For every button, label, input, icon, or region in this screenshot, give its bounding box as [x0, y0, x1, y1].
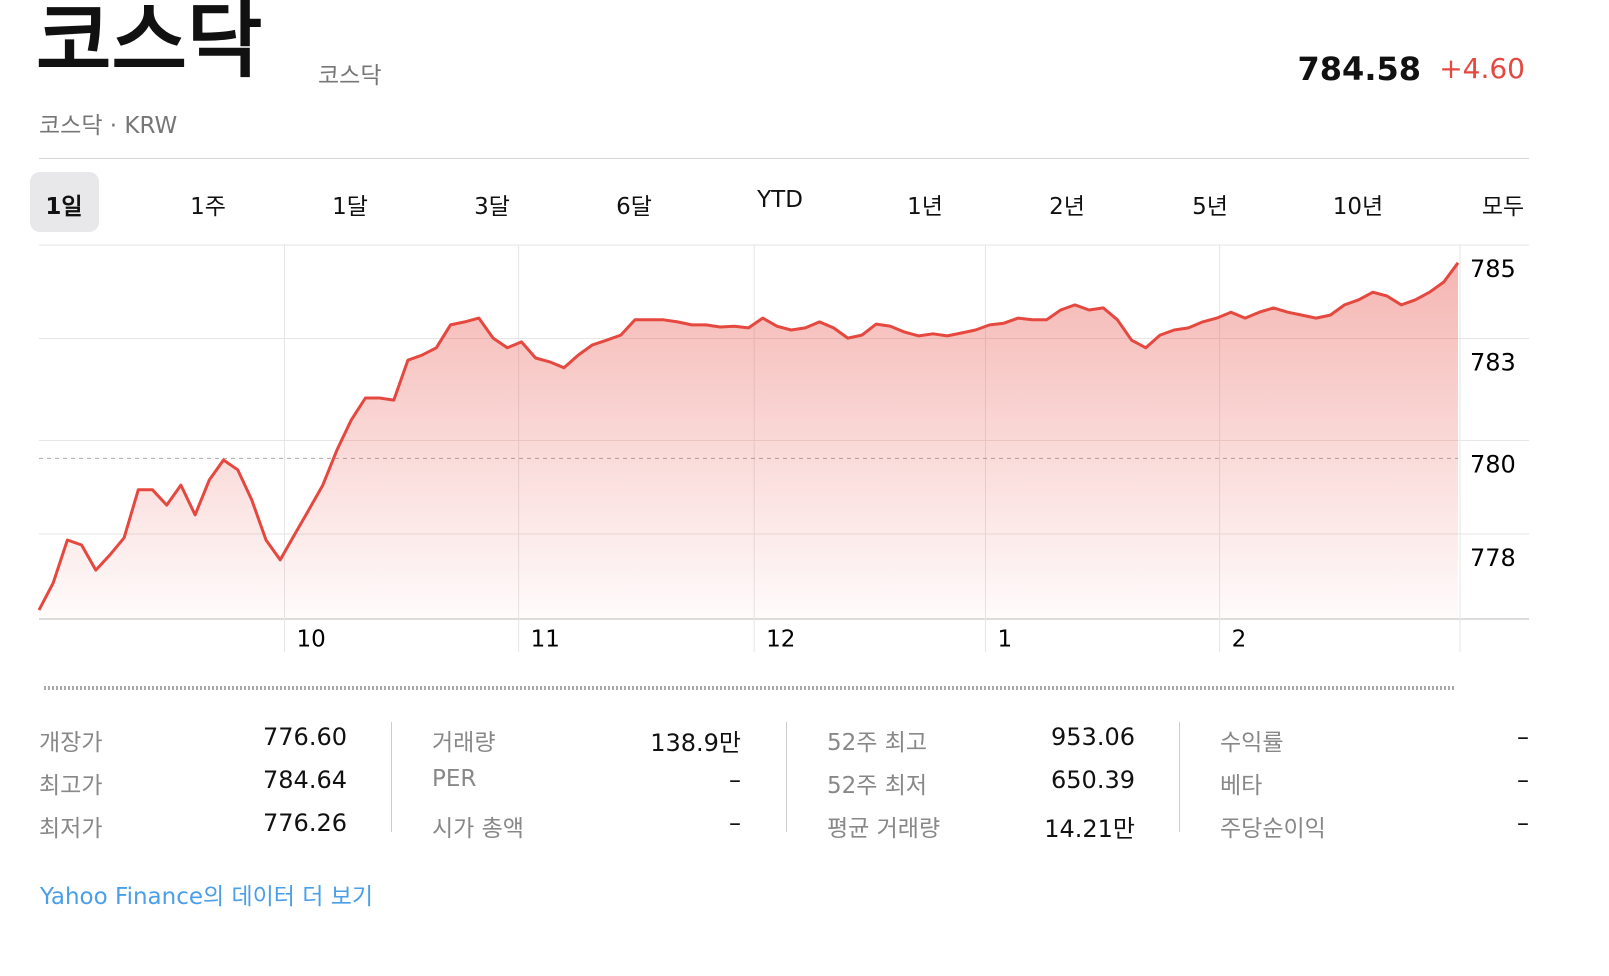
- tab[interactable]: 2년: [1049, 194, 1085, 220]
- stat-value: 138.9만: [650, 729, 741, 757]
- tab-selected-bg: [30, 172, 99, 232]
- divider: [39, 158, 1529, 159]
- tab[interactable]: 3달: [474, 194, 510, 220]
- stat-label: 52주 최저: [827, 773, 928, 799]
- title: 코스닥: [36, 0, 263, 89]
- area-fill: [39, 262, 1458, 619]
- stat-value: 650.39: [1051, 766, 1135, 794]
- stat-value: 14.21만: [1044, 815, 1135, 843]
- stat-value: –: [729, 809, 741, 837]
- tab[interactable]: 1달: [332, 194, 368, 220]
- stat-value: –: [1517, 723, 1529, 751]
- price-line: [37, 261, 1460, 611]
- stat-value: –: [1517, 766, 1529, 794]
- stats-separator: [391, 722, 392, 832]
- stat-value: –: [1517, 809, 1529, 837]
- stat-value: 776.26: [263, 809, 347, 837]
- tab[interactable]: 1주: [190, 194, 226, 220]
- stat-value: 776.60: [263, 723, 347, 751]
- stats-separator: [786, 722, 787, 832]
- exchange: 코스닥: [318, 63, 382, 89]
- meta: 코스닥 · KRW: [39, 113, 178, 139]
- x-tick-label: 1: [997, 627, 1012, 653]
- x-tick-label: 12: [766, 627, 795, 653]
- y-tick-label: 785: [1470, 255, 1516, 283]
- tab[interactable]: 1일: [45, 194, 83, 220]
- price: 784.58: [1297, 50, 1421, 88]
- stat-label: 개장가: [39, 730, 103, 756]
- stat-label: 수익률: [1220, 730, 1284, 756]
- x-tick-label: 10: [296, 627, 325, 653]
- tab[interactable]: 6달: [616, 194, 652, 220]
- y-tick-label: 780: [1470, 451, 1516, 479]
- stat-label: 최저가: [39, 816, 103, 842]
- tab[interactable]: YTD: [757, 187, 803, 213]
- stat-value: 784.64: [263, 766, 347, 794]
- stat-value: 953.06: [1051, 723, 1135, 751]
- y-tick-label: 783: [1470, 349, 1516, 377]
- x-tick-label: 11: [531, 627, 560, 653]
- yahoo-link[interactable]: Yahoo Finance의 데이터 더 보기: [40, 884, 374, 910]
- stat-label: 시가 총액: [432, 816, 524, 842]
- change: +4.60: [1439, 52, 1525, 85]
- y-tick-label: 778: [1470, 544, 1516, 572]
- tab[interactable]: 5년: [1192, 194, 1228, 220]
- x-tick-label: 2: [1232, 627, 1247, 653]
- tab[interactable]: 모두: [1481, 194, 1525, 220]
- tab[interactable]: 1년: [907, 194, 943, 220]
- stat-label: 최고가: [39, 773, 103, 799]
- stat-label: 거래량: [432, 730, 496, 756]
- stat-label: PER: [432, 766, 477, 792]
- tab[interactable]: 10년: [1332, 194, 1384, 220]
- stats-separator: [1179, 722, 1180, 832]
- stat-label: 베타: [1220, 773, 1263, 799]
- stat-label: 52주 최고: [827, 730, 928, 756]
- stat-value: –: [729, 766, 741, 794]
- stat-label: 주당순이익: [1220, 816, 1326, 842]
- stat-label: 평균 거래량: [827, 816, 941, 842]
